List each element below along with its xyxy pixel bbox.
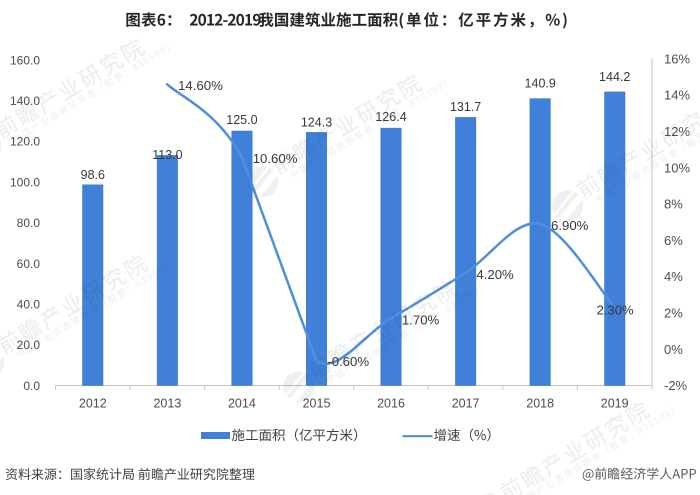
svg-text:60.0: 60.0 [17,257,41,271]
svg-text:98.6: 98.6 [81,168,105,182]
svg-text:100.0: 100.0 [10,175,40,189]
svg-text:113.0: 113.0 [152,148,182,162]
svg-text:160.0: 160.0 [10,53,40,67]
svg-text:144.2: 144.2 [599,70,630,84]
svg-text:16%: 16% [664,51,690,66]
svg-text:40.0: 40.0 [17,297,41,311]
svg-text:2%: 2% [664,306,683,321]
svg-text:126.4: 126.4 [375,110,406,124]
svg-text:2019: 2019 [601,397,629,411]
svg-text:131.7: 131.7 [450,100,481,114]
svg-text:10%: 10% [664,160,690,175]
svg-text:8%: 8% [664,197,683,212]
svg-text:2016: 2016 [377,397,405,411]
svg-text:4%: 4% [664,269,683,284]
svg-text:4.20%: 4.20% [476,267,514,282]
svg-text:14%: 14% [664,88,690,103]
svg-text:0%: 0% [664,342,683,357]
svg-text:140.9: 140.9 [525,77,556,91]
svg-text:6.90%: 6.90% [551,218,589,233]
svg-text:0.0: 0.0 [23,379,40,393]
svg-text:125.0: 125.0 [226,113,257,127]
svg-text:2014: 2014 [228,397,256,411]
svg-text:2017: 2017 [452,397,480,411]
svg-text:2015: 2015 [303,397,331,411]
svg-text:80.0: 80.0 [17,216,41,230]
svg-text:2012: 2012 [79,397,107,411]
svg-text:2018: 2018 [526,397,554,411]
svg-text:14.60%: 14.60% [178,78,223,93]
svg-text:2.30%: 2.30% [597,302,634,317]
svg-text:124.3: 124.3 [301,115,332,129]
svg-text:2013: 2013 [153,397,181,411]
svg-text:6%: 6% [664,233,683,248]
svg-text:-2%: -2% [664,378,688,393]
svg-text:140.0: 140.0 [10,94,40,108]
